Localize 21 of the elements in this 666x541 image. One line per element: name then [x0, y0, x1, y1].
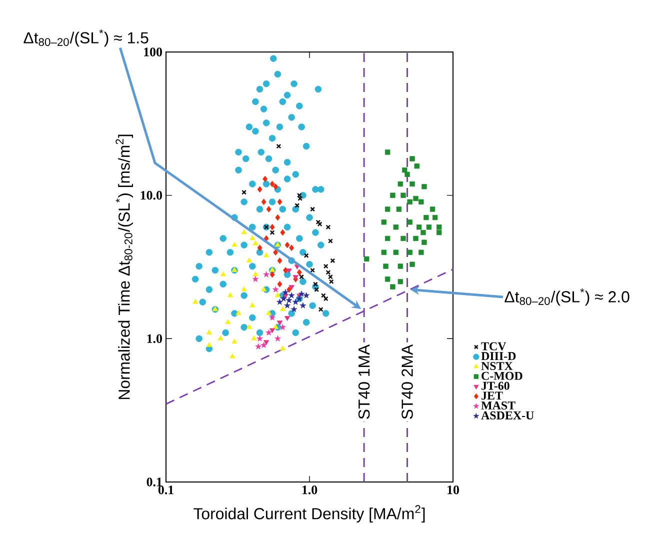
x-tick-label: 1.0 — [302, 486, 318, 494]
y-tick-label: 1.0 — [147, 334, 162, 344]
y-tick-label: 0.1 — [146, 478, 162, 486]
legend-label: JET — [482, 392, 503, 400]
ref-line-label: ST40 2MA — [402, 344, 413, 419]
y-tick-label: 10.0 — [140, 190, 162, 200]
legend-label: TCV — [481, 342, 506, 350]
legend-label: ASDEX-U — [481, 411, 534, 420]
x-tick-label: 10 — [448, 486, 459, 494]
text: Δt$_{80–20}$/(SL$^{*}$) ≈ 1.5 — [24, 29, 148, 47]
ref-line-label: ST40 1MA — [358, 344, 370, 419]
x-tick-label: 0.1 — [158, 486, 174, 494]
legend-label: DIII-D — [481, 352, 516, 360]
legend-label: JT-60 — [482, 382, 510, 390]
y-axis-title: Normalized Time Δt$_{80-20}$/(SL$^{*}$) [ms/m$^{2}$] — [116, 134, 133, 400]
x-axis-title: Toroidal Current Density [MA/m$^{2}$] — [194, 505, 425, 522]
legend-label: MAST — [481, 402, 516, 410]
annotation: Δt$_{80–20}$/(SL$^{*}$) ≈ 2.0 — [504, 288, 630, 306]
y-tick-label: 100 — [144, 48, 162, 56]
legend-label: NSTX — [481, 362, 513, 370]
legend-label: C-MOD — [482, 372, 522, 380]
